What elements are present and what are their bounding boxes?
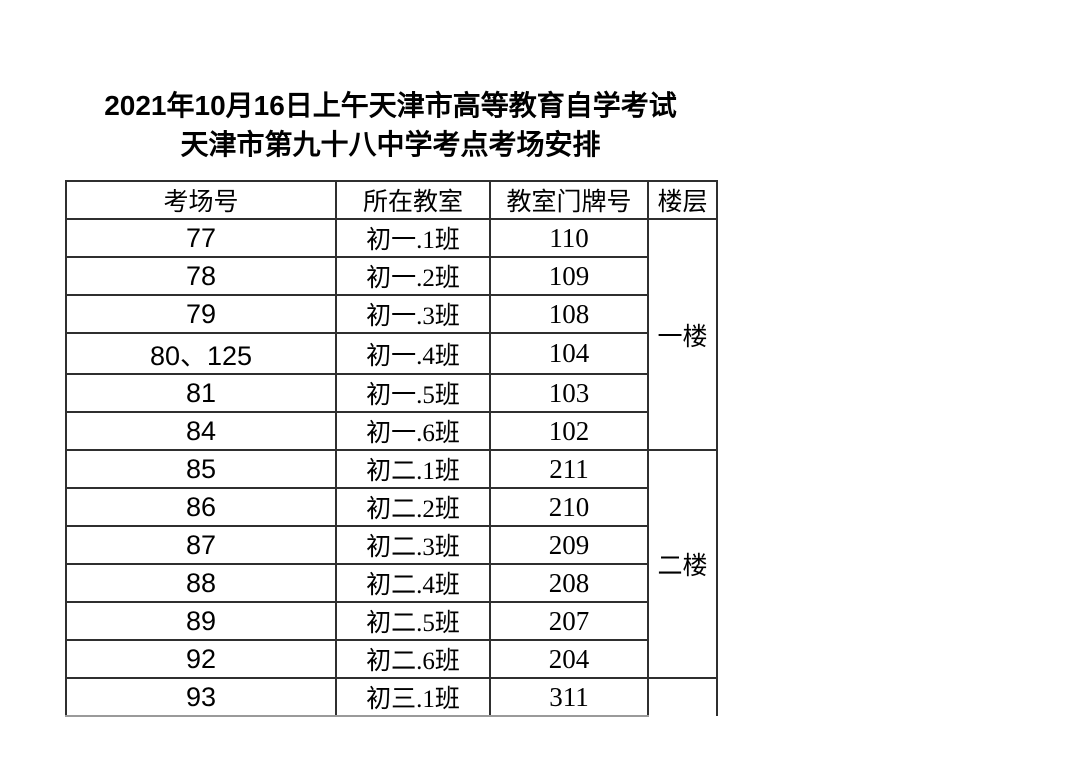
classroom-cell: 初一.6班: [335, 411, 491, 451]
table-row: 89 初二.5班 207: [65, 601, 717, 641]
floor-cell-cut-off: [647, 677, 718, 716]
room-number-cell: 80、125: [65, 332, 337, 375]
classroom-cell: 初二.4班: [335, 563, 491, 603]
classroom-cell: 初二.1班: [335, 449, 491, 489]
door-number-cell: 209: [489, 525, 649, 565]
room-number-cell: 77: [65, 218, 337, 258]
exam-room-table: 考场号 所在教室 教室门牌号 楼层 77 初一.1班 110 一楼 78 初一.…: [65, 180, 718, 717]
door-number-cell: 102: [489, 411, 649, 451]
table-row: 79 初一.3班 108: [65, 294, 717, 334]
classroom-cell: 初二.3班: [335, 525, 491, 565]
classroom-cell: 初二.2班: [335, 487, 491, 527]
room-number-cell: 92: [65, 639, 337, 679]
door-number-cell: 204: [489, 639, 649, 679]
classroom-cell: 初一.2班: [335, 256, 491, 296]
table-header-row: 考场号 所在教室 教室门牌号 楼层: [65, 180, 718, 220]
classroom-cell: 初一.5班: [335, 373, 491, 413]
classroom-cell: 初二.6班: [335, 639, 491, 679]
door-number-cell: 110: [489, 218, 649, 258]
door-number-cell: 208: [489, 563, 649, 603]
table-row: 85 初二.1班 211 二楼: [65, 449, 718, 679]
column-header-floor: 楼层: [647, 180, 718, 220]
door-number-cell: 311: [489, 677, 649, 717]
classroom-cell: 初三.1班: [335, 677, 491, 717]
classroom-cell: 初一.3班: [335, 294, 491, 334]
document-title: 2021年10月16日上午天津市高等教育自学考试 天津市第九十八中学考点考场安排: [65, 86, 716, 164]
table-row: 77 初一.1班 110 一楼: [65, 218, 718, 451]
table-row: 78 初一.2班 109: [65, 256, 717, 296]
title-line-1: 2021年10月16日上午天津市高等教育自学考试: [104, 90, 677, 121]
table-row: 88 初二.4班 208: [65, 563, 717, 603]
classroom-cell: 初一.4班: [335, 332, 491, 375]
table-row: 81 初一.5班 103: [65, 373, 717, 413]
room-number-cell: 81: [65, 373, 337, 413]
room-number-cell: 79: [65, 294, 337, 334]
table-row: 80、125 初一.4班 104: [65, 332, 717, 375]
room-number-cell: 78: [65, 256, 337, 296]
door-number-cell: 109: [489, 256, 649, 296]
title-line-2: 天津市第九十八中学考点考场安排: [180, 129, 601, 160]
door-number-cell: 207: [489, 601, 649, 641]
door-number-cell: 108: [489, 294, 649, 334]
table-row: 84 初一.6班 102: [65, 411, 717, 451]
room-number-cell: 89: [65, 601, 337, 641]
column-header-door-number: 教室门牌号: [489, 180, 649, 220]
floor-cell-first-floor: 一楼: [647, 218, 718, 451]
table-row: 87 初二.3班 209: [65, 525, 717, 565]
table-row: 93 初三.1班 311: [65, 677, 718, 717]
classroom-cell: 初二.5班: [335, 601, 491, 641]
floor-cell-second-floor: 二楼: [647, 449, 718, 679]
room-number-cell: 84: [65, 411, 337, 451]
door-number-cell: 210: [489, 487, 649, 527]
room-number-cell: 88: [65, 563, 337, 603]
room-number-cell: 85: [65, 449, 337, 489]
column-header-classroom: 所在教室: [335, 180, 491, 220]
classroom-cell: 初一.1班: [335, 218, 491, 258]
door-number-cell: 103: [489, 373, 649, 413]
column-header-room-number: 考场号: [65, 180, 337, 220]
table-row: 86 初二.2班 210: [65, 487, 717, 527]
door-number-cell: 211: [489, 449, 649, 489]
room-number-cell: 86: [65, 487, 337, 527]
room-number-cell: 87: [65, 525, 337, 565]
door-number-cell: 104: [489, 332, 649, 375]
table-row: 92 初二.6班 204: [65, 639, 717, 679]
room-number-cell: 93: [65, 677, 337, 717]
